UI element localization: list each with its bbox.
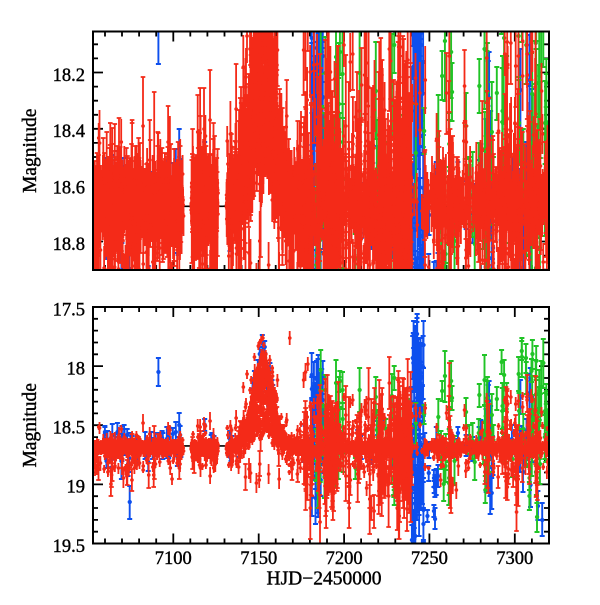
svg-text:Magnitude: Magnitude [20, 109, 41, 193]
svg-text:18.2: 18.2 [53, 66, 85, 86]
svg-text:19: 19 [67, 478, 86, 498]
svg-text:18.5: 18.5 [53, 419, 85, 439]
svg-text:7100: 7100 [155, 549, 192, 569]
svg-text:18.4: 18.4 [53, 122, 85, 142]
svg-text:7150: 7150 [240, 549, 277, 569]
svg-text:7250: 7250 [411, 549, 448, 569]
svg-text:HJD−2450000: HJD−2450000 [266, 569, 381, 590]
svg-text:18.8: 18.8 [53, 235, 85, 255]
svg-text:7200: 7200 [326, 549, 363, 569]
svg-text:17.5: 17.5 [53, 300, 85, 320]
svg-text:18: 18 [67, 359, 86, 379]
svg-text:7300: 7300 [496, 549, 533, 569]
svg-text:Magnitude: Magnitude [20, 383, 41, 467]
svg-text:19.5: 19.5 [53, 537, 85, 557]
svg-text:18.6: 18.6 [53, 179, 85, 199]
